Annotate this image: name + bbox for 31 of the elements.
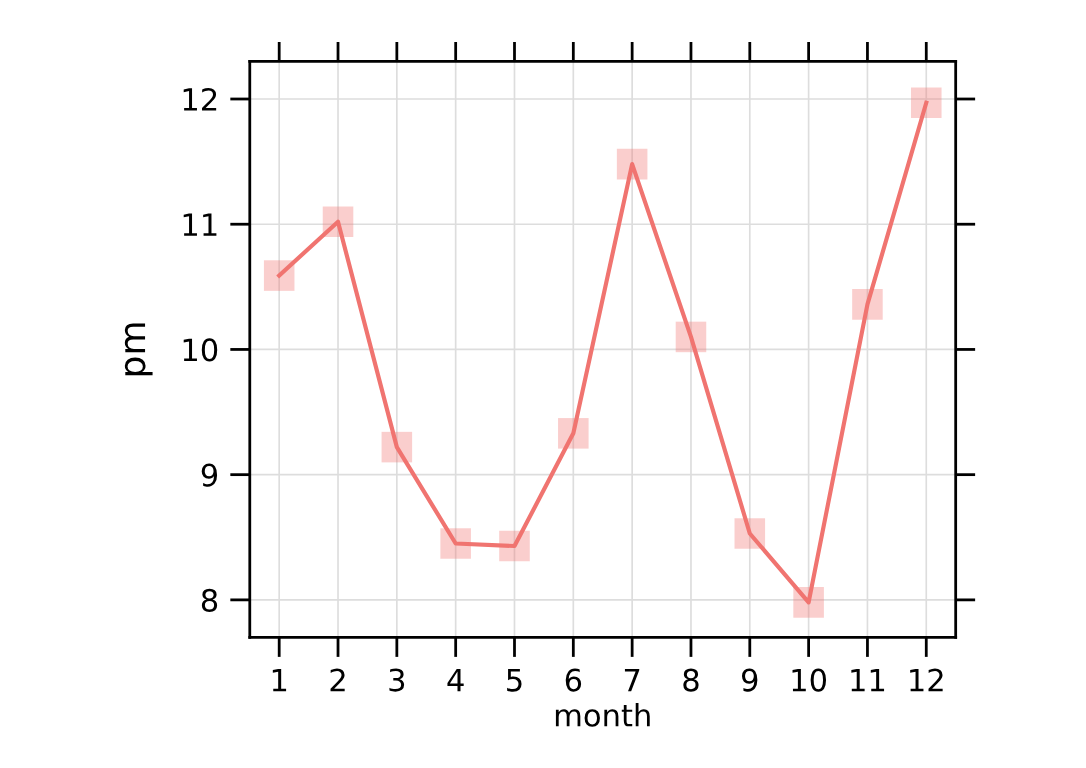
point	[322, 206, 354, 237]
x-axis-title: month	[555, 703, 650, 727]
x-tick-label: 9	[742, 668, 758, 692]
point	[734, 518, 766, 549]
point	[852, 289, 883, 320]
y-tick-label: 10	[183, 338, 218, 362]
y-tick-label: 9	[201, 463, 218, 487]
y-tick-label: 11	[183, 213, 217, 236]
x-tick-label: 10	[792, 668, 827, 692]
x-tick-label: 5	[507, 668, 522, 692]
point	[793, 587, 824, 618]
point	[675, 321, 707, 353]
point	[381, 431, 413, 463]
point	[616, 148, 648, 180]
x-tick-label: 4	[447, 668, 464, 692]
x-tick-label: 3	[389, 668, 405, 692]
x-tick-label: 6	[565, 668, 582, 692]
x-tick-label: 7	[624, 668, 640, 692]
y-tick-label: 12	[183, 87, 217, 111]
x-tick-label: 11	[851, 668, 885, 692]
y-tick-label: 8	[201, 588, 218, 612]
x-tick-label: 8	[683, 668, 699, 692]
point	[910, 87, 942, 119]
point	[440, 528, 471, 559]
point	[263, 260, 295, 291]
point	[499, 530, 530, 562]
point	[558, 418, 589, 449]
x-tick-label: 12	[910, 668, 943, 692]
x-tick-label: 1	[272, 668, 287, 692]
y-axis-title: pm	[124, 323, 153, 376]
x-tick-label: 2	[330, 668, 345, 692]
